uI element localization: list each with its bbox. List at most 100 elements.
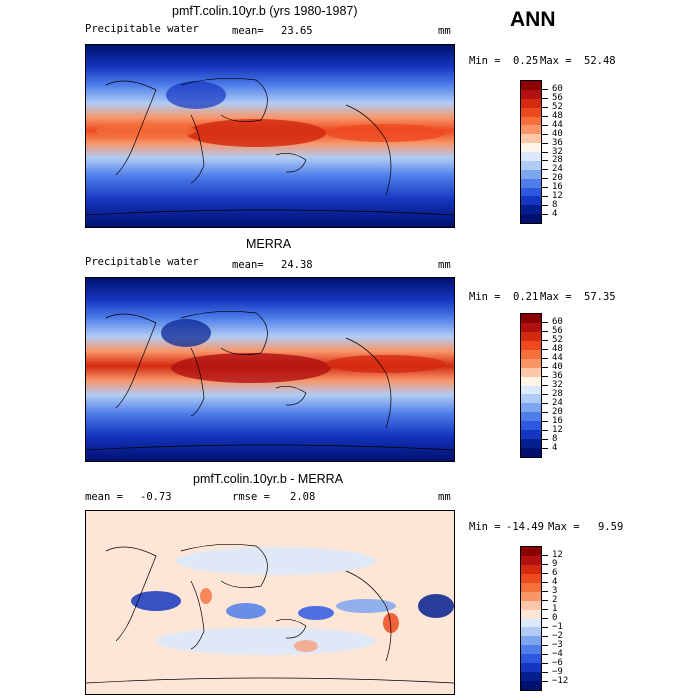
colorbar-tick-label: 56 — [542, 93, 563, 104]
colorbar-tick-label: 12 — [542, 550, 563, 561]
colorbar-tick-label: 12 — [542, 190, 563, 201]
colorbar-segment — [521, 448, 541, 457]
colorbar-tick-label: 24 — [542, 164, 563, 175]
colorbar-segment — [521, 421, 541, 431]
panel2-map — [85, 277, 455, 462]
colorbar-segment — [521, 564, 541, 574]
colorbar-tick-label: 44 — [542, 119, 563, 130]
panel1-mean-label: mean= — [232, 25, 264, 37]
colorbar-tick-label: 4 — [541, 208, 558, 219]
panel3-max-value: 9.59 — [598, 521, 624, 533]
colorbar-tick-label: 4 — [541, 442, 558, 453]
colorbar-tick-label: 36 — [542, 137, 563, 148]
colorbar-segment — [521, 654, 541, 664]
panel1-mean-value: 23.65 — [281, 25, 313, 37]
colorbar-segment — [521, 600, 541, 610]
colorbar-tick-label: 36 — [542, 371, 563, 382]
colorbar-tick-label: −9 — [542, 666, 563, 677]
colorbar-tick-label: 6 — [541, 568, 558, 579]
colorbar-segment — [521, 187, 541, 197]
panel2-min-label: Min = — [469, 291, 501, 303]
colorbar-segment — [521, 412, 541, 422]
colorbar-segment — [521, 322, 541, 332]
panel3-mean-label: mean = — [85, 491, 123, 503]
panel1-colorbar — [520, 80, 542, 224]
colorbar-segment — [521, 645, 541, 655]
colorbar-tick-label: 48 — [542, 344, 563, 355]
colorbar-tick-label: 4 — [541, 577, 558, 588]
colorbar-segment — [521, 196, 541, 206]
panel3-rmse-value: 2.08 — [290, 491, 316, 503]
colorbar-segment — [521, 143, 541, 152]
colorbar-segment — [521, 178, 541, 188]
colorbar-tick-label: 40 — [542, 128, 563, 139]
colorbar-segment — [521, 403, 541, 413]
panel3-colorbar — [520, 546, 542, 691]
colorbar-segment — [521, 98, 541, 108]
colorbar-tick-label: 3 — [541, 586, 558, 597]
panel1-max-label: Max = — [540, 55, 572, 67]
colorbar-tick-label: 8 — [541, 199, 558, 210]
colorbar-tick-label: 24 — [542, 397, 563, 408]
colorbar-segment — [521, 367, 541, 377]
colorbar-segment — [521, 214, 541, 223]
colorbar-segment — [521, 89, 541, 99]
colorbar-tick-label: 52 — [542, 335, 563, 346]
colorbar-tick-label: 32 — [542, 146, 563, 157]
colorbar-segment — [521, 439, 541, 449]
colorbar-segment — [521, 430, 541, 440]
colorbar-tick-label: 9 — [541, 559, 558, 570]
season-label: ANN — [510, 8, 556, 31]
colorbar-segment — [521, 152, 541, 161]
panel3-map-svg — [86, 511, 454, 694]
colorbar-segment — [521, 134, 541, 144]
colorbar-segment — [521, 636, 541, 646]
colorbar-segment — [521, 314, 541, 323]
colorbar-segment — [521, 125, 541, 135]
panel2-title: MERRA — [246, 237, 292, 251]
colorbar-tick-label: 56 — [542, 326, 563, 337]
panel2-mean-label: mean= — [232, 259, 264, 271]
colorbar-segment — [521, 81, 541, 90]
colorbar-tick-label: 44 — [542, 353, 563, 364]
panel3-title: pmfT.colin.10yr.b - MERRA — [193, 472, 344, 486]
colorbar-segment — [521, 385, 541, 395]
colorbar-segment — [521, 573, 541, 583]
panel2-units: mm — [438, 259, 451, 271]
colorbar-segment — [521, 591, 541, 601]
colorbar-tick-label: 16 — [542, 415, 563, 426]
colorbar-segment — [521, 376, 541, 386]
colorbar-segment — [521, 107, 541, 117]
colorbar-tick-label: −4 — [542, 648, 563, 659]
colorbar-tick-label: 52 — [542, 102, 563, 113]
colorbar-segment — [521, 205, 541, 215]
panel3-max-label: Max = — [548, 521, 580, 533]
colorbar-tick-label: 16 — [542, 182, 563, 192]
colorbar-tick-label: 12 — [542, 424, 563, 435]
panel2-colorbar — [520, 313, 542, 458]
panel1-units: mm — [438, 25, 451, 37]
panel3-units: mm — [438, 491, 451, 503]
colorbar-segment — [521, 116, 541, 126]
colorbar-tick-label: −6 — [542, 657, 563, 668]
panel3-rmse-label: rmse = — [232, 491, 270, 503]
colorbar-tick-label: 8 — [541, 433, 558, 444]
colorbar-tick-label: 60 — [542, 317, 563, 328]
colorbar-tick-label: 2 — [541, 595, 558, 606]
panel3-map — [85, 510, 455, 695]
panel1-variable-label: Precipitable water — [85, 23, 199, 35]
colorbar-segment — [521, 340, 541, 350]
colorbar-segment — [521, 672, 541, 682]
colorbar-tick-label: 40 — [542, 362, 563, 373]
colorbar-segment — [521, 358, 541, 368]
colorbar-tick-label: −3 — [542, 639, 563, 650]
panel2-mean-value: 24.38 — [281, 259, 313, 271]
panel2-max-label: Max = — [540, 291, 572, 303]
colorbar-tick-label: 28 — [542, 155, 563, 166]
colorbar-tick-label: 28 — [542, 388, 563, 399]
colorbar-segment — [521, 663, 541, 673]
colorbar-segment — [521, 582, 541, 592]
colorbar-segment — [521, 331, 541, 341]
colorbar-tick-label: 20 — [542, 173, 563, 184]
panel1-min-value: 0.25 — [513, 55, 539, 67]
